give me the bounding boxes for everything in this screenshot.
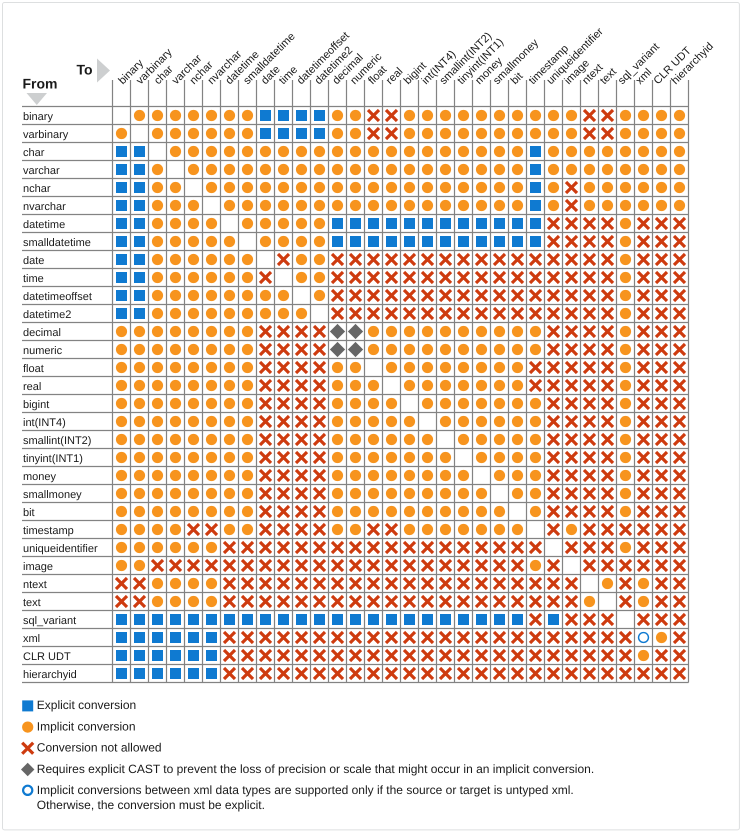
svg-text:date: date (23, 255, 44, 267)
svg-text:float: float (23, 363, 44, 375)
svg-text:Requires explicit CAST to prev: Requires explicit CAST to prevent the lo… (37, 762, 594, 776)
svg-text:nvarchar: nvarchar (23, 201, 66, 213)
svg-text:char: char (23, 147, 45, 159)
svg-text:Conversion not allowed: Conversion not allowed (37, 741, 162, 755)
svg-text:uniqueidentifier: uniqueidentifier (23, 543, 98, 555)
svg-text:To: To (77, 62, 93, 78)
svg-text:smalldatetime: smalldatetime (23, 237, 91, 249)
svg-text:Implicit conversions between x: Implicit conversions between xml data ty… (37, 783, 574, 797)
svg-text:binary: binary (23, 111, 53, 123)
svg-text:smallint(INT2): smallint(INT2) (23, 435, 91, 447)
svg-text:money: money (23, 471, 57, 483)
svg-text:Explicit conversion: Explicit conversion (37, 698, 136, 712)
svg-text:xml: xml (23, 633, 40, 645)
svg-text:datetime2: datetime2 (23, 309, 71, 321)
svg-text:varbinary: varbinary (23, 129, 69, 141)
svg-text:tinyint(INT1): tinyint(INT1) (23, 453, 83, 465)
svg-text:image: image (23, 561, 53, 573)
svg-text:hierarchyid: hierarchyid (23, 669, 77, 681)
svg-text:bit: bit (23, 507, 35, 519)
svg-text:numeric: numeric (23, 345, 63, 357)
svg-text:decimal: decimal (23, 327, 61, 339)
svg-text:CLR UDT: CLR UDT (23, 651, 71, 663)
svg-text:ntext: ntext (23, 579, 47, 591)
svg-text:smallmoney: smallmoney (23, 489, 82, 501)
svg-text:From: From (23, 76, 58, 92)
svg-text:nchar: nchar (23, 183, 51, 195)
svg-text:datetimeoffset: datetimeoffset (23, 291, 92, 303)
svg-text:time: time (23, 273, 44, 285)
svg-text:varchar: varchar (23, 165, 60, 177)
svg-text:Otherwise, the conversion must: Otherwise, the conversion must be explic… (37, 798, 265, 812)
svg-text:bigint: bigint (23, 399, 49, 411)
svg-text:sql_variant: sql_variant (23, 615, 76, 627)
svg-text:datetime: datetime (23, 219, 65, 231)
svg-text:int(INT4): int(INT4) (23, 417, 66, 429)
svg-text:Implicit conversion: Implicit conversion (37, 719, 136, 733)
svg-text:real: real (23, 381, 41, 393)
svg-text:timestamp: timestamp (23, 525, 74, 537)
svg-text:text: text (23, 597, 41, 609)
